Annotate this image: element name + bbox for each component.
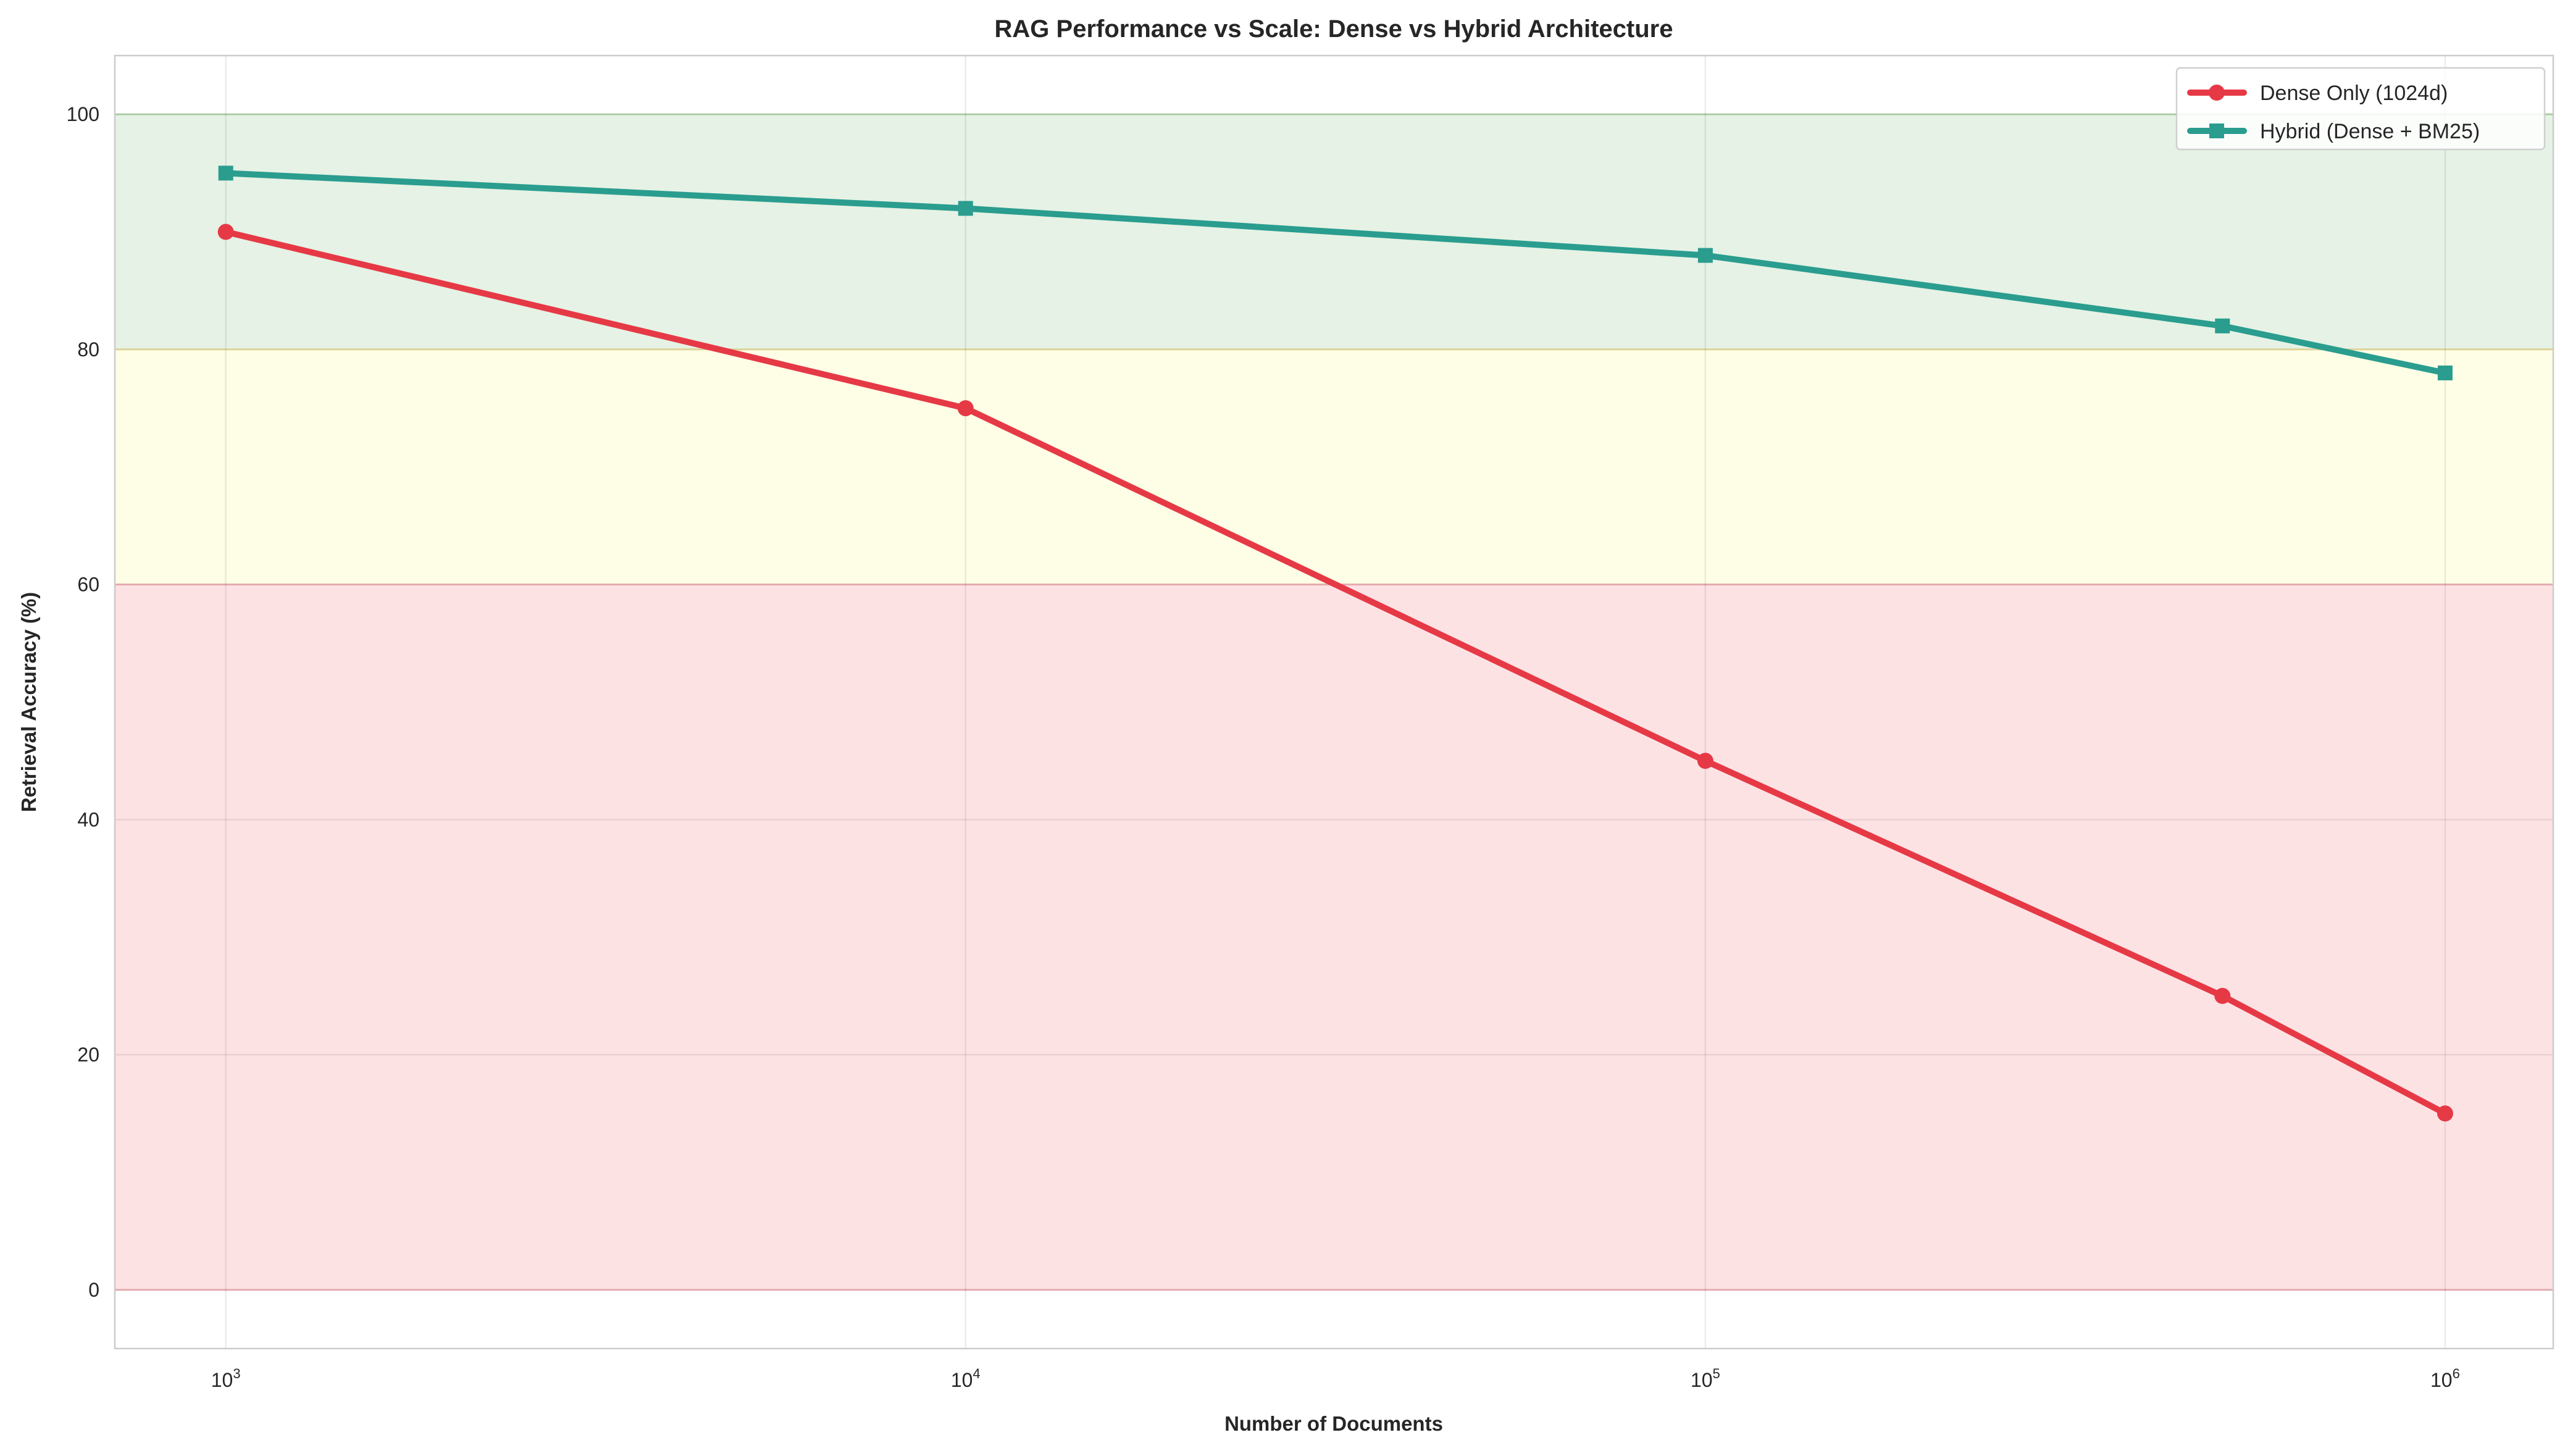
data-point (217, 224, 234, 240)
x-tick-exponent: 6 (2453, 1366, 2460, 1381)
legend-label-0: Dense Only (1024d) (2260, 82, 2448, 105)
x-tick-base: 10 (2430, 1369, 2453, 1391)
legend-marker-1 (2209, 123, 2224, 138)
data-point (1697, 753, 1713, 769)
y-tick-label: 60 (77, 574, 99, 596)
legend-marker-0 (2209, 85, 2225, 101)
x-tick-base: 10 (1691, 1369, 1713, 1391)
x-tick-base: 10 (211, 1369, 233, 1391)
data-point (2437, 1105, 2453, 1122)
band-2 (115, 584, 2553, 1290)
x-tick-label: 104 (951, 1366, 981, 1391)
x-tick-base: 10 (951, 1369, 973, 1391)
data-point (957, 400, 974, 417)
data-point (218, 165, 233, 181)
plot-frame (114, 54, 2554, 1350)
series-0 (217, 224, 2453, 1122)
data-point (1697, 248, 1713, 263)
data-point (2437, 365, 2453, 380)
x-tick-label: 105 (1691, 1366, 1720, 1391)
x-axis-label: Number of Documents (1224, 1412, 1443, 1435)
y-tick-label: 100 (67, 103, 99, 125)
series-lines (217, 165, 2453, 1122)
grid-lines (115, 56, 2553, 1349)
y-tick-labels: 0 20 40 60 80 100 (67, 103, 99, 1301)
legend-box (2175, 67, 2546, 151)
x-tick-label: 106 (2430, 1366, 2460, 1391)
x-tick-exponent: 4 (973, 1366, 980, 1381)
y-tick-label: 20 (77, 1044, 99, 1066)
legend-label-1: Hybrid (Dense + BM25) (2260, 120, 2480, 143)
y-axis-label: Retrieval Accuracy (%) (17, 592, 40, 812)
y-tick-label: 0 (88, 1279, 99, 1301)
band-1 (115, 349, 2553, 585)
accuracy-bands (115, 113, 2553, 1291)
x-tick-labels: 103 104 105 106 (211, 1366, 2460, 1391)
data-point (2215, 318, 2230, 333)
x-tick-exponent: 3 (233, 1366, 240, 1381)
data-point (2214, 987, 2231, 1004)
chart-title: RAG Performance vs Scale: Dense vs Hybri… (995, 15, 1673, 43)
y-tick-label: 40 (77, 808, 99, 831)
x-tick-exponent: 5 (1713, 1366, 1720, 1381)
data-point (958, 201, 973, 216)
legend: Dense Only (1024d) Hybrid (Dense + BM25) (2175, 67, 2546, 151)
y-tick-label: 80 (77, 338, 99, 361)
series-1 (218, 165, 2453, 380)
x-tick-label: 103 (211, 1366, 241, 1391)
